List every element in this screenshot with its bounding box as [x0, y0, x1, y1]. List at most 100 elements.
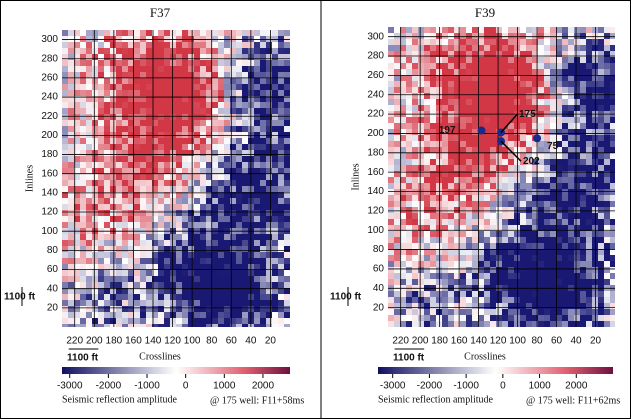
texture	[406, 135, 412, 141]
texture	[218, 300, 224, 306]
texture	[200, 306, 206, 312]
texture	[206, 108, 212, 114]
texture	[568, 57, 574, 63]
texture	[592, 291, 598, 297]
texture	[218, 216, 224, 222]
texture	[92, 306, 98, 312]
texture	[122, 258, 128, 264]
texture	[538, 105, 544, 111]
texture	[224, 318, 230, 324]
texture	[466, 45, 472, 51]
texture	[260, 180, 266, 186]
texture	[550, 321, 556, 327]
texture	[508, 81, 514, 87]
texture	[62, 258, 68, 264]
texture	[526, 69, 532, 75]
texture	[514, 87, 520, 93]
texture	[574, 45, 580, 51]
texture	[80, 198, 86, 204]
texture	[86, 270, 92, 276]
texture	[116, 210, 122, 216]
texture	[448, 27, 454, 33]
texture	[212, 108, 218, 114]
texture	[284, 126, 290, 132]
texture	[520, 315, 526, 321]
texture	[388, 195, 394, 201]
texture	[266, 198, 272, 204]
texture	[604, 99, 610, 105]
texture	[388, 117, 394, 123]
texture	[520, 27, 526, 33]
texture	[574, 291, 580, 297]
texture	[514, 291, 520, 297]
texture	[110, 216, 116, 222]
texture	[466, 75, 472, 81]
texture	[544, 219, 550, 225]
texture	[116, 36, 122, 42]
texture	[496, 57, 502, 63]
texture	[92, 42, 98, 48]
texture	[158, 156, 164, 162]
texture	[158, 138, 164, 144]
texture	[544, 177, 550, 183]
texture	[68, 156, 74, 162]
texture	[200, 264, 206, 270]
texture	[62, 66, 68, 72]
texture	[80, 114, 86, 120]
texture	[200, 36, 206, 42]
texture	[580, 315, 586, 321]
texture	[406, 27, 412, 33]
texture	[598, 303, 604, 309]
texture	[260, 300, 266, 306]
texture	[586, 291, 592, 297]
texture	[520, 33, 526, 39]
texture	[424, 243, 430, 249]
texture	[442, 273, 448, 279]
texture	[538, 81, 544, 87]
texture	[604, 279, 610, 285]
texture	[574, 81, 580, 87]
texture	[550, 39, 556, 45]
texture	[68, 66, 74, 72]
texture	[254, 114, 260, 120]
texture	[490, 159, 496, 165]
texture	[224, 234, 230, 240]
texture	[92, 294, 98, 300]
texture	[86, 294, 92, 300]
texture	[394, 231, 400, 237]
texture	[592, 195, 598, 201]
texture	[242, 246, 248, 252]
texture	[86, 180, 92, 186]
texture	[188, 120, 194, 126]
texture	[68, 174, 74, 180]
texture	[568, 231, 574, 237]
texture	[550, 255, 556, 261]
texture	[62, 276, 68, 282]
texture	[236, 66, 242, 72]
texture	[574, 87, 580, 93]
texture	[526, 267, 532, 273]
texture	[164, 66, 170, 72]
texture	[508, 267, 514, 273]
texture	[176, 324, 182, 327]
texture	[200, 210, 206, 216]
texture	[164, 252, 170, 258]
texture	[526, 81, 532, 87]
texture	[176, 294, 182, 300]
texture	[472, 153, 478, 159]
texture	[98, 84, 104, 90]
texture	[266, 72, 272, 78]
texture	[272, 72, 278, 78]
texture	[526, 237, 532, 243]
texture	[550, 45, 556, 51]
texture	[514, 309, 520, 315]
texture	[164, 102, 170, 108]
texture	[122, 246, 128, 252]
texture	[604, 321, 610, 327]
texture	[170, 210, 176, 216]
texture	[466, 303, 472, 309]
texture	[260, 126, 266, 132]
texture	[158, 258, 164, 264]
texture	[62, 324, 68, 327]
texture	[502, 213, 508, 219]
